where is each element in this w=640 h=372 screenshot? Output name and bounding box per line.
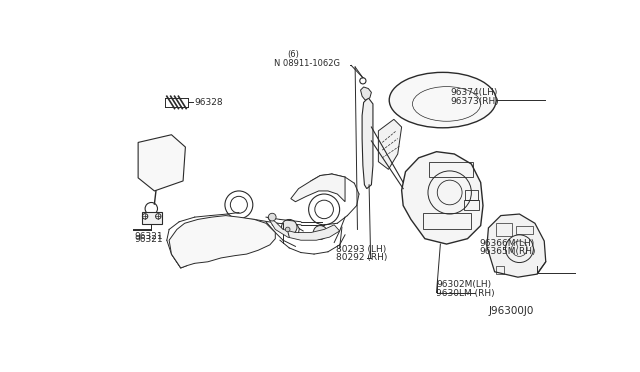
Text: N 08911-1062G: N 08911-1062G [274, 59, 340, 68]
Polygon shape [362, 98, 373, 189]
Text: 96374(LH): 96374(LH) [451, 88, 498, 97]
Text: 96328: 96328 [195, 98, 223, 107]
Text: J96300J0: J96300J0 [489, 306, 534, 316]
Polygon shape [360, 87, 371, 100]
Text: 96366M(LH): 96366M(LH) [479, 239, 534, 248]
Text: 9630LM (RH): 9630LM (RH) [436, 289, 495, 298]
Text: 96365M(RH): 96365M(RH) [479, 247, 536, 256]
Polygon shape [169, 216, 275, 268]
Text: 96321: 96321 [134, 235, 163, 244]
Text: 96321: 96321 [134, 232, 163, 241]
Circle shape [268, 213, 276, 221]
Circle shape [285, 227, 290, 232]
Text: 80292 (RH): 80292 (RH) [336, 253, 387, 262]
Polygon shape [402, 152, 483, 244]
Ellipse shape [389, 73, 496, 128]
Text: (6): (6) [288, 50, 300, 59]
Text: 96302M(LH): 96302M(LH) [436, 280, 492, 289]
Polygon shape [487, 214, 546, 277]
Text: 80293 (LH): 80293 (LH) [336, 245, 386, 254]
Polygon shape [268, 217, 340, 240]
Circle shape [313, 225, 327, 240]
Circle shape [282, 219, 297, 235]
Polygon shape [291, 174, 345, 202]
Polygon shape [378, 119, 402, 169]
Text: 96373(RH): 96373(RH) [451, 97, 499, 106]
Polygon shape [142, 212, 162, 224]
Polygon shape [138, 135, 186, 191]
Polygon shape [172, 254, 187, 268]
